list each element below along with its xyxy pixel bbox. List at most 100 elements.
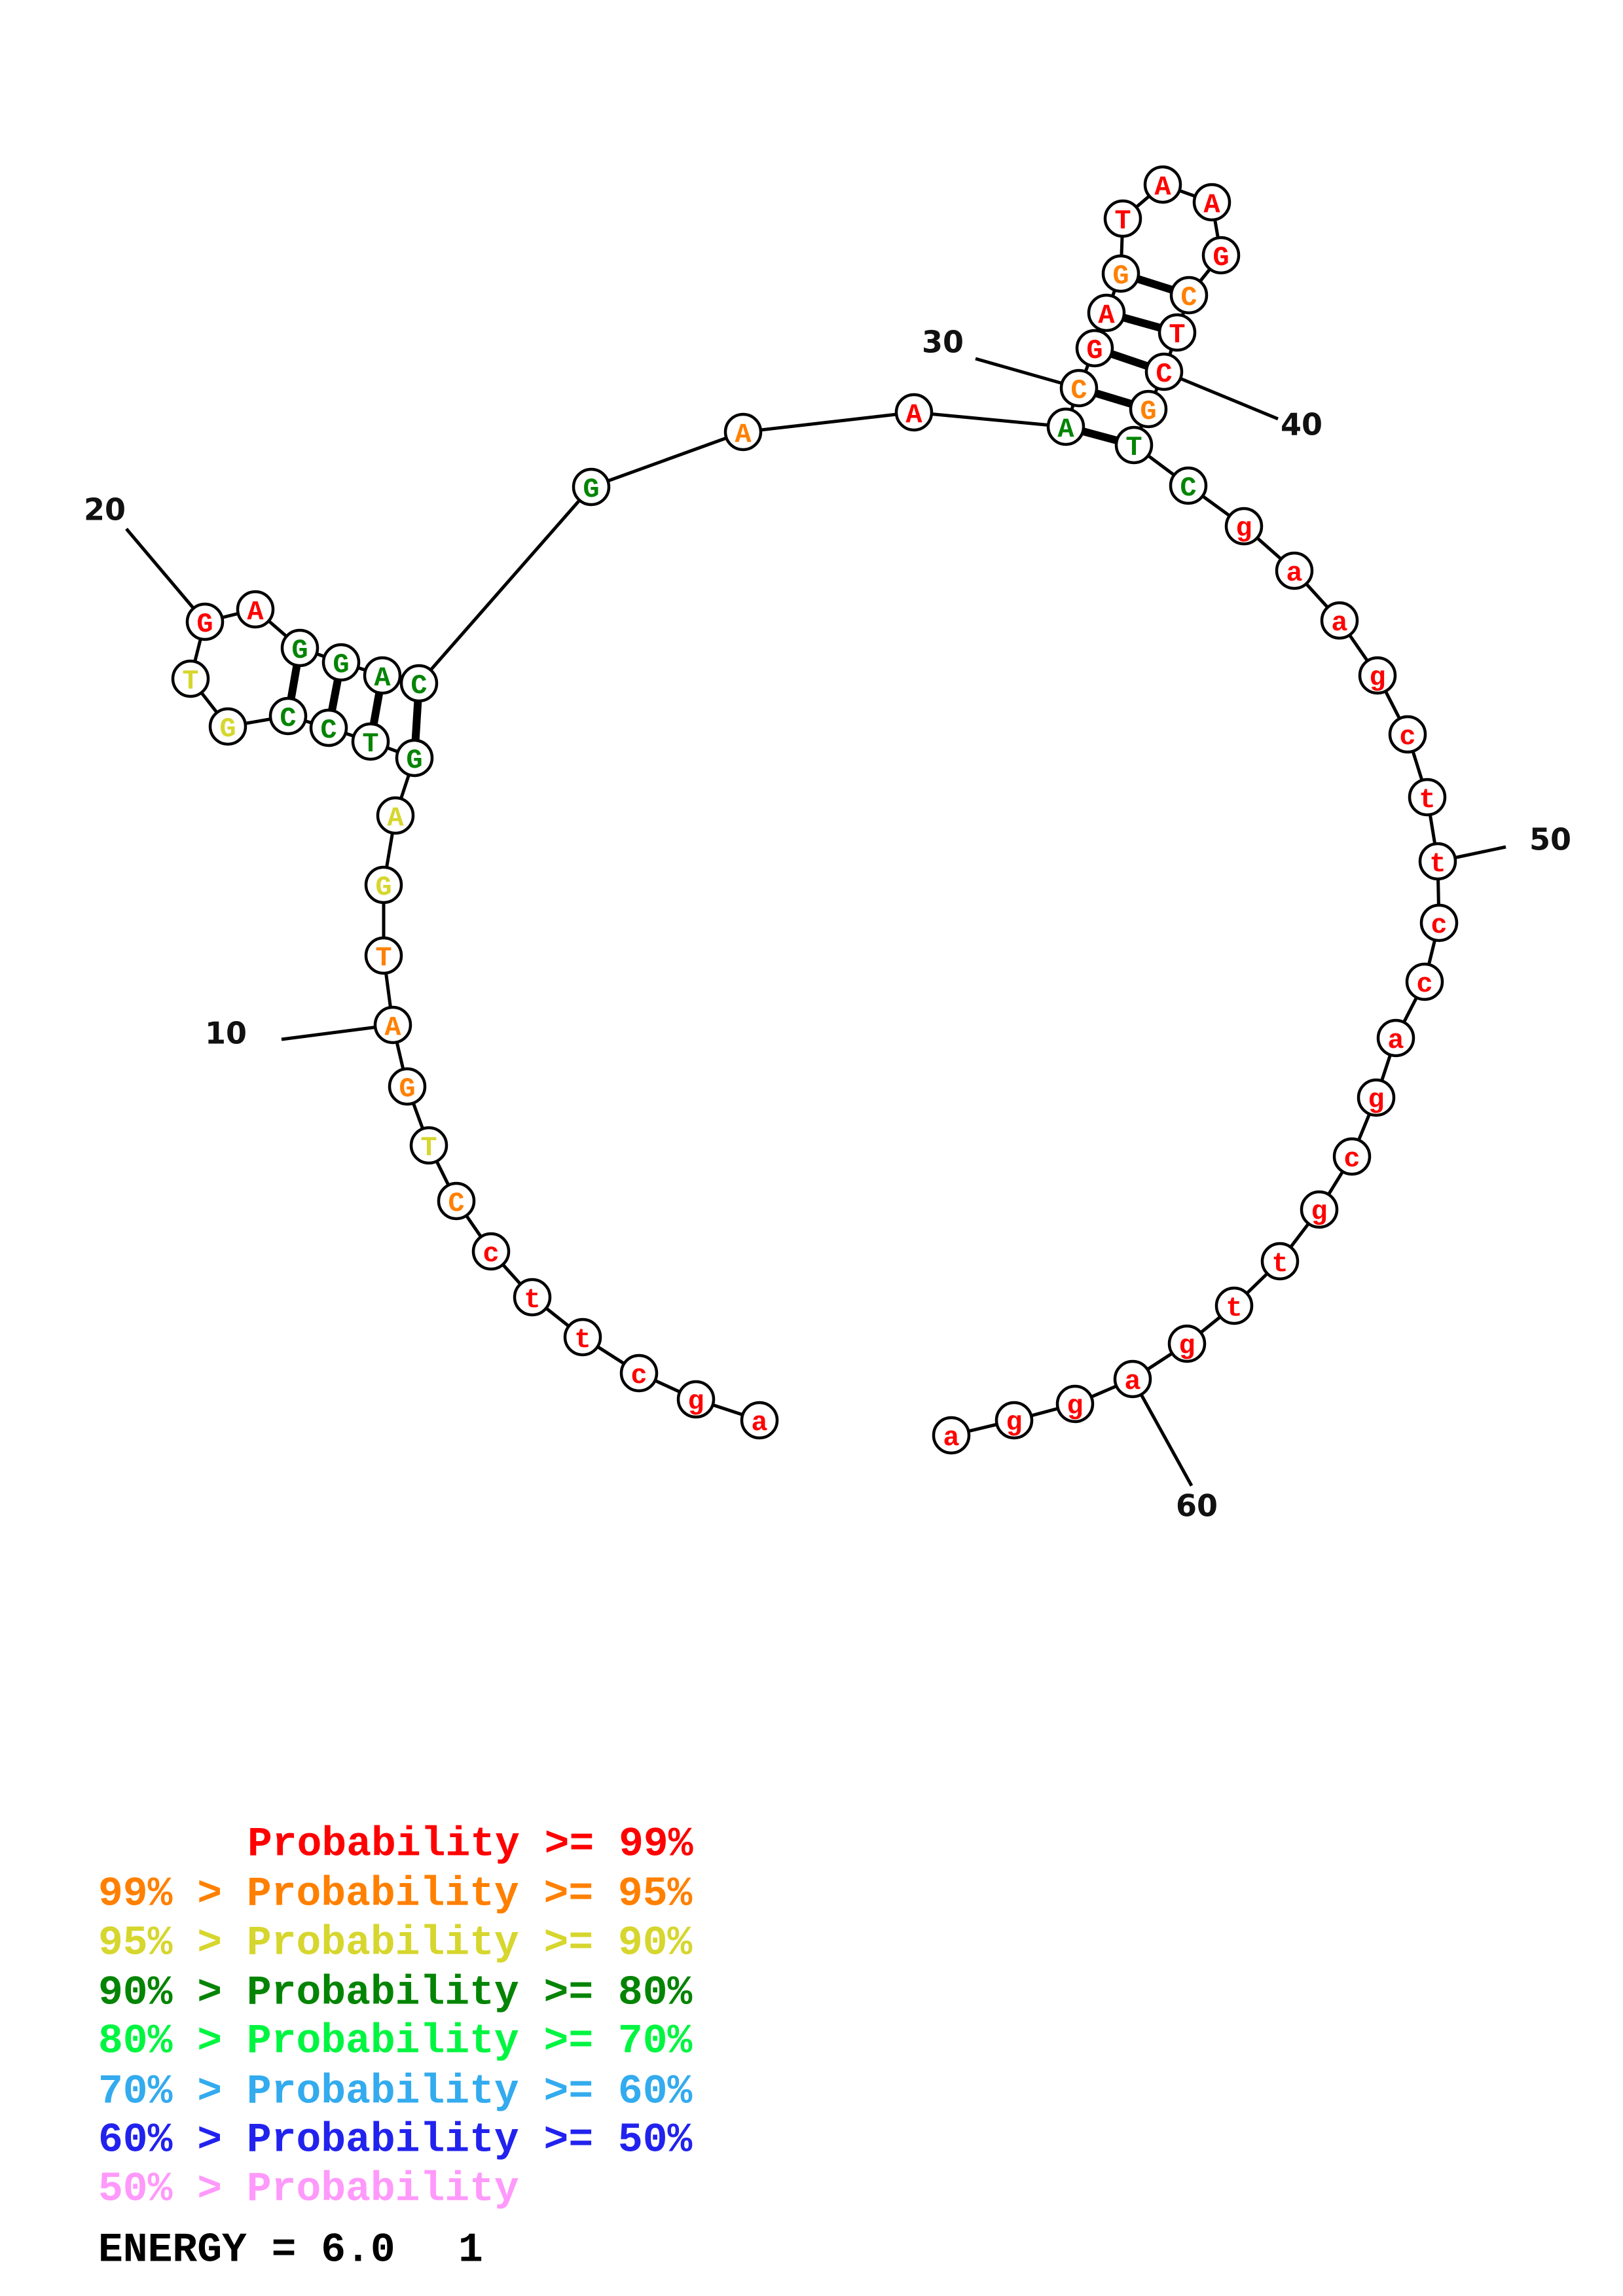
nucleotide-node: T [1114, 425, 1154, 465]
nucleotide-letter: g [1235, 513, 1252, 545]
position-label: 20 [84, 492, 126, 528]
nucleotide-circle [236, 590, 275, 629]
nucleotide-node: g [1358, 656, 1397, 695]
nucleotide-letter: t [1429, 848, 1446, 880]
nucleotide-node: a [1320, 601, 1359, 640]
nucleotide-node: A [1087, 293, 1126, 332]
nucleotide-circle [1418, 842, 1457, 881]
position-leader-line [1131, 1378, 1194, 1487]
nucleotide-node: g [676, 1380, 716, 1419]
nucleotide-circle [363, 656, 402, 695]
nucleotide-node: g [1357, 1078, 1396, 1117]
nucleotide-node: T [1103, 199, 1142, 238]
nucleotide-circle [1169, 466, 1208, 505]
nucleotide-circle [1419, 903, 1459, 942]
nucleotide-letter: t [1271, 1248, 1288, 1280]
nucleotide-circle [1046, 407, 1085, 446]
nucleotide-node: g [1224, 507, 1264, 546]
nucleotide-node: G [185, 602, 225, 641]
nucleotide-circle [309, 708, 348, 747]
position-labels: 10 20 30 40 50 60 [84, 325, 1571, 1524]
nucleotide-letter: a [1286, 558, 1302, 589]
nucleotide-circle [1087, 293, 1126, 332]
nucleotide-node: G [1201, 236, 1241, 275]
nucleotide-circle [1113, 1359, 1152, 1399]
nucleotide-circle [321, 643, 361, 682]
nucleotide-circle [208, 707, 247, 746]
nucleotide-circle [1224, 507, 1264, 546]
nucleotide-letter: A [1057, 414, 1074, 445]
nucleotide-circle [1357, 1078, 1396, 1117]
nucleotide-node: a [740, 1401, 779, 1440]
nucleotide-node: t [1418, 842, 1457, 881]
nucleotide-node: g [994, 1401, 1034, 1440]
nucleotide-letter: g [1369, 662, 1385, 694]
nucleotide-letter: A [387, 802, 404, 834]
nucleotide-letter: t [1419, 784, 1435, 816]
legend-row: 70% > Probability >= 60% [98, 2069, 693, 2115]
nucleotide-node: t [1260, 1242, 1300, 1281]
nucleotide-node: C [1059, 368, 1099, 408]
nucleotide-circle [1300, 1190, 1339, 1229]
label-leader-lines [125, 357, 1506, 1487]
nucleotide-letter: G [1112, 260, 1129, 292]
nucleotide-node: C [1169, 466, 1208, 505]
nucleotide-letter: T [1114, 206, 1131, 237]
nucleotide-letter: C [1070, 375, 1087, 406]
nucleotide-letter: g [687, 1386, 704, 1418]
nucleotide-circle [1275, 551, 1314, 590]
nucleotide-circle [1358, 656, 1397, 695]
nucleotide-node: C [437, 1181, 476, 1221]
nucleotide-node: T [1158, 313, 1197, 352]
nucleotide-letter: A [247, 596, 264, 628]
nucleotide-letter: g [1311, 1196, 1327, 1228]
nucleotide-node: C [399, 664, 439, 703]
nucleotide-letter: T [1125, 432, 1142, 463]
nucleotide-circle [171, 659, 210, 698]
backbone-line [913, 410, 1067, 429]
nucleotide-letter: c [483, 1238, 499, 1270]
nucleotide-node: c [1332, 1137, 1372, 1176]
nucleotide-letter: C [410, 670, 427, 702]
nucleotide-node: c [1388, 715, 1427, 754]
nucleotide-circle [364, 936, 403, 975]
nucleotide-node: G [364, 865, 403, 905]
nucleotide-node: A [723, 412, 763, 452]
nucleotide-letter: T [375, 942, 392, 974]
energy-index: 1 [458, 2227, 483, 2274]
nucleotide-node: G [1129, 389, 1168, 429]
legend-row: 95% > Probability >= 90% [98, 1920, 693, 1967]
nucleotide-circle [1332, 1137, 1372, 1176]
nucleotide-circle [619, 1354, 659, 1393]
nucleotide-letter: A [735, 419, 752, 450]
nucleotide-node: c [1405, 962, 1444, 1001]
nucleotide-letter: a [943, 1422, 959, 1454]
nucleotide-node: C [1144, 352, 1184, 391]
nucleotide-letter: a [1387, 1025, 1404, 1056]
nucleotide-node: A [1046, 407, 1085, 446]
nucleotide-letter: T [1169, 319, 1185, 351]
position-leader-line [1163, 370, 1279, 421]
legend-row: 50% > Probability [98, 2166, 519, 2213]
nucleotide-circle [1320, 601, 1359, 640]
nucleotide-circle [1055, 1384, 1095, 1424]
nucleotide-circle [1143, 165, 1182, 204]
probability-legend: Probability >= 99%99% > Probability >= 9… [98, 1821, 693, 2274]
nucleotide-node: G [208, 707, 247, 746]
nucleotide-node: A [373, 1005, 412, 1045]
nucleotide-letter: C [280, 703, 296, 734]
nucleotide-node: c [619, 1354, 659, 1393]
nucleotide-letter: t [574, 1324, 591, 1355]
nucleotide-circle [1214, 1286, 1254, 1325]
nucleotide-circle [1101, 254, 1140, 293]
nucleotide-circle [723, 412, 763, 452]
nucleotide-node: g [1167, 1324, 1207, 1363]
nucleotide-letter: g [1368, 1085, 1384, 1116]
nucleotide-node: A [894, 393, 934, 432]
nucleotide-node: a [1376, 1018, 1415, 1058]
nucleotide-node: C [268, 696, 308, 736]
legend-row: 99% > Probability >= 95% [98, 1871, 693, 1918]
nucleotide-circle [388, 1067, 427, 1106]
nucleotide-node: t [1408, 778, 1447, 817]
